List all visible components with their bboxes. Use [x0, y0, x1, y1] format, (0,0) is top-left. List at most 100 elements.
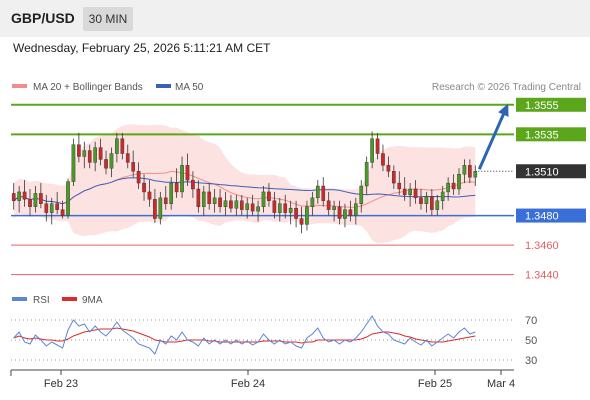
candle: [326, 200, 331, 210]
candle: [267, 191, 271, 201]
x-tick-label: Feb 25: [418, 378, 452, 390]
candle: [39, 193, 43, 204]
candle: [310, 197, 315, 207]
candle: [256, 206, 260, 212]
candle: [386, 165, 391, 172]
level-label-1-3480: 1.3480: [525, 211, 559, 223]
candle: [250, 203, 255, 212]
candle: [33, 193, 38, 207]
candle: [332, 206, 336, 210]
candle: [60, 209, 65, 216]
candle: [430, 196, 434, 210]
candle: [163, 197, 168, 204]
candle: [120, 138, 125, 154]
candle: [191, 179, 195, 190]
candle: [446, 182, 450, 193]
candle: [218, 197, 222, 207]
candle: [305, 206, 309, 225]
candle: [147, 191, 152, 200]
candle: [174, 182, 179, 193]
level-tag-1-3555: [516, 97, 586, 112]
candle: [229, 200, 233, 209]
candle: [234, 200, 239, 209]
candle: [55, 203, 59, 210]
candle: [337, 206, 342, 219]
candle: [413, 188, 418, 199]
candle: [315, 185, 320, 199]
credit-text: Research © 2026 Trading Central: [432, 82, 581, 93]
candle: [392, 171, 396, 184]
candle: [98, 147, 103, 160]
candle: [473, 171, 478, 178]
candle: [201, 191, 206, 207]
candle: [125, 153, 130, 163]
candle: [93, 147, 97, 163]
candle: [402, 188, 407, 196]
candle: [71, 144, 76, 182]
level-label-1-3555: 1.3555: [525, 100, 559, 112]
candle: [87, 150, 92, 163]
legend-swatch-rsi: [12, 297, 27, 301]
candle: [77, 144, 81, 157]
candle: [109, 153, 114, 169]
x-tick-label: Feb 24: [231, 378, 265, 390]
candle: [17, 191, 21, 201]
legend-swatch-9ma: [62, 297, 77, 301]
candle: [185, 165, 190, 181]
candle: [381, 153, 385, 166]
candle: [299, 218, 304, 225]
rsi-9ma-line: [13, 327, 476, 344]
candle: [321, 185, 326, 201]
candle: [44, 203, 49, 213]
legend-swatch-bollinger: [12, 84, 27, 88]
candle: [169, 182, 174, 204]
candle: [288, 207, 293, 213]
legend-label-bollinger: MA 20 + Bollinger Bands: [33, 82, 143, 93]
candle: [408, 188, 412, 196]
candle: [28, 199, 32, 207]
candle: [397, 182, 402, 190]
timeframe-button[interactable]: 30 MIN: [83, 7, 133, 31]
candle: [196, 188, 201, 207]
candle: [419, 197, 423, 204]
symbol-title: GBP/USD: [11, 10, 75, 26]
level-tag-1-3535: [516, 127, 586, 142]
level-label-1-3535: 1.3535: [525, 129, 559, 141]
timestamp: Wednesday, February 25, 2026 5:11:21 AM …: [13, 41, 271, 55]
x-tick-label: Mar 4: [487, 378, 515, 390]
candle: [272, 200, 277, 213]
candle: [245, 203, 250, 210]
candle: [158, 197, 163, 219]
rsi-tick-70: 70: [525, 315, 537, 327]
candle: [207, 191, 212, 204]
level-tag-1-3480: [516, 208, 586, 223]
level-label-1-3440: 1.3440: [525, 270, 559, 282]
candle: [115, 138, 119, 154]
candle: [462, 165, 467, 175]
candle: [223, 200, 228, 207]
candle: [451, 182, 456, 190]
candle: [212, 197, 217, 204]
bollinger-band-fill: [13, 124, 476, 244]
rsi-line: [13, 315, 476, 355]
candle: [136, 171, 141, 184]
candle: [294, 207, 298, 219]
forecast-arrow-shaft: [477, 110, 507, 170]
candle: [359, 185, 364, 204]
candle: [283, 203, 288, 213]
candle: [22, 191, 27, 200]
candle: [364, 162, 369, 187]
candle: [261, 191, 266, 207]
candle: [343, 209, 347, 219]
candle: [353, 203, 358, 216]
candle: [424, 196, 429, 204]
candle: [131, 162, 136, 172]
candle: [375, 138, 380, 154]
legend-label-9ma: 9MA: [82, 295, 103, 306]
candle: [457, 174, 461, 190]
candle: [82, 150, 87, 157]
current-price-label: 1.3510: [525, 166, 559, 178]
forecast-arrow-head: [498, 103, 509, 117]
rsi-tick-30: 30: [525, 355, 537, 367]
